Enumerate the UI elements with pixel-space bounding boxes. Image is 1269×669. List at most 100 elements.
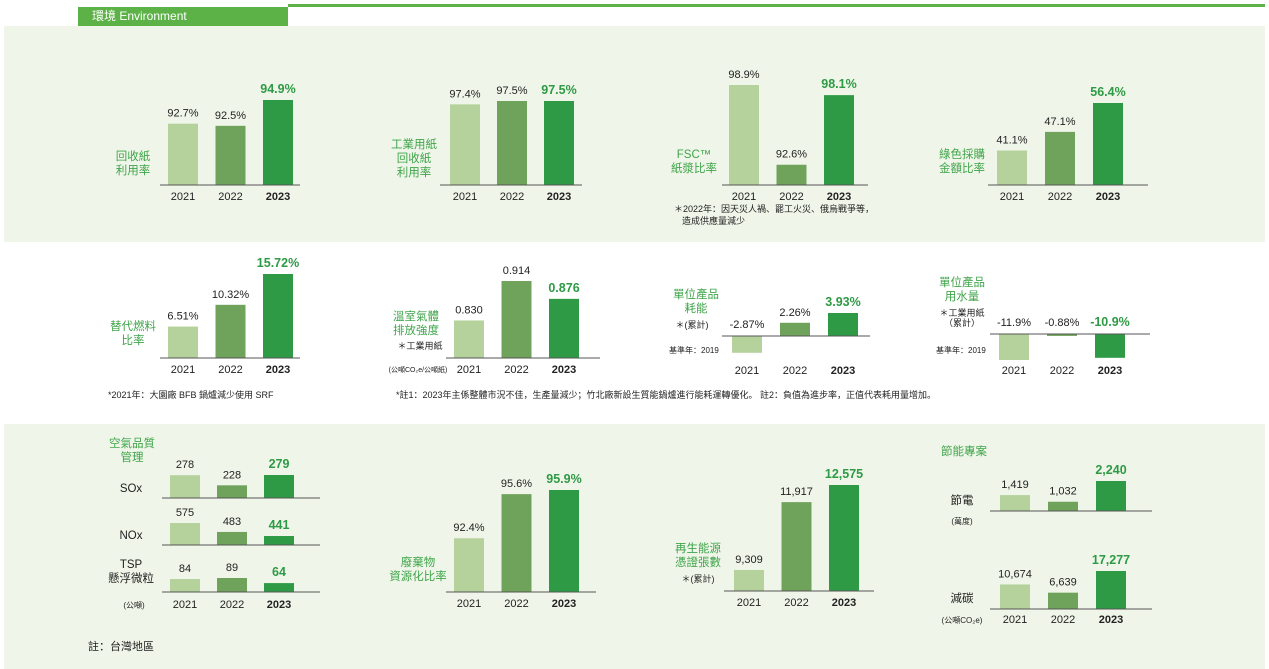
tick-label-2022: 2022 xyxy=(783,365,807,377)
value-label-2023: 95.9% xyxy=(546,472,581,486)
value-label-2022: 0.914 xyxy=(503,265,531,277)
value-label: 279 xyxy=(269,457,290,471)
chart-title: 單位產品 xyxy=(939,275,985,289)
chart-title: 利用率 xyxy=(116,163,151,177)
chart-title: 耗能 xyxy=(685,301,708,315)
value-label-2021: -2.87% xyxy=(730,319,765,331)
bar-17,277 xyxy=(1096,571,1126,609)
value-label: 2,240 xyxy=(1095,463,1126,477)
tick-label-2023: 2023 xyxy=(547,191,571,203)
chart-title: 綠色採購 xyxy=(939,147,985,161)
chart-title: 紙漿比率 xyxy=(671,161,717,175)
tick-label-2022: 2022 xyxy=(504,364,528,376)
value-label-2021: 92.4% xyxy=(453,522,484,534)
value-label: 575 xyxy=(176,507,194,519)
chart-title: 替代燃料 xyxy=(110,319,156,333)
value-label-2022: 97.5% xyxy=(496,85,527,97)
bar-279 xyxy=(264,475,294,498)
tick-label-2021: 2021 xyxy=(453,191,477,203)
page-title: 環境 Environment xyxy=(92,9,187,23)
row-2-footnote: *註1：2023年主係整體市況不佳，生產量減少；竹北廠新設生質能鍋爐進行能耗運轉… xyxy=(396,389,936,400)
series-label-nox: NOx xyxy=(120,530,143,542)
bar-2023 xyxy=(544,101,574,185)
tick-label-2022: 2022 xyxy=(1050,365,1074,377)
value-label-2021: 9,309 xyxy=(735,554,763,566)
value-label-2021: 6.51% xyxy=(167,311,198,323)
bar-2023 xyxy=(824,95,854,185)
value-label-2023: 56.4% xyxy=(1090,85,1125,99)
value-label: 483 xyxy=(223,516,241,528)
chart-title: 排放強度 xyxy=(393,323,439,337)
bar-2022 xyxy=(780,322,810,336)
value-label-2022: 10.32% xyxy=(212,289,250,301)
chart-title: 管理 xyxy=(121,450,144,464)
bar-2022 xyxy=(781,502,812,591)
value-label: 84 xyxy=(179,563,191,575)
bar-2,240 xyxy=(1096,481,1126,511)
bar-2021 xyxy=(997,150,1027,185)
bar-2023 xyxy=(828,313,858,336)
value-label-2021: 41.1% xyxy=(996,135,1027,147)
bar-483 xyxy=(217,531,247,545)
tick-label-2023: 2023 xyxy=(1098,365,1122,377)
value-label-2022: 11,917 xyxy=(780,486,813,498)
tick-label-2021: 2021 xyxy=(1000,191,1024,203)
bar-2021 xyxy=(454,320,484,358)
bar-89 xyxy=(217,578,247,592)
value-label-2022: 92.5% xyxy=(215,110,246,122)
chart-title: 溫室氣體 xyxy=(393,309,439,323)
tick-label-2021: 2021 xyxy=(171,191,195,203)
chart-title: 空氣品質 xyxy=(109,436,155,450)
bar-2023 xyxy=(1093,103,1123,185)
value-label: 1,419 xyxy=(1001,479,1029,491)
value-label: 89 xyxy=(226,562,238,574)
chart-footnote: *2021年：大園廠 BFB 鍋爐減少使用 SRF xyxy=(108,389,274,400)
bar-2021 xyxy=(168,326,198,358)
value-label-2023: -10.9% xyxy=(1090,315,1130,329)
tick-label-2023: 2023 xyxy=(266,364,290,376)
value-label-2021: 0.830 xyxy=(455,304,483,316)
tick-label-2023: 2023 xyxy=(552,364,576,376)
tick-label-2023: 2023 xyxy=(1099,614,1123,626)
chart-unit: (公噸) xyxy=(123,600,145,610)
tick-label-2023: 2023 xyxy=(267,599,291,611)
bar-1,419 xyxy=(1000,495,1030,511)
bottom-footnote: 註：台灣地區 xyxy=(88,639,154,653)
bar-2021 xyxy=(732,336,762,353)
bar-2021 xyxy=(454,538,484,592)
bar-2023 xyxy=(1095,334,1125,358)
header-rule xyxy=(288,4,1265,7)
chart-title: 廢棄物 xyxy=(401,555,436,569)
tick-label-2022: 2022 xyxy=(218,364,242,376)
tick-label-2022: 2022 xyxy=(1048,191,1072,203)
chart-title: 金額比率 xyxy=(939,161,985,175)
bar-84 xyxy=(170,579,200,592)
bar-2022 xyxy=(215,304,246,358)
chart-title: 節能專案 xyxy=(941,444,987,458)
tick-label-2022: 2022 xyxy=(779,191,803,203)
tick-label-2022: 2022 xyxy=(218,191,242,203)
value-label: 6,639 xyxy=(1049,577,1077,589)
tick-label-2023: 2023 xyxy=(827,191,851,203)
bar-2021 xyxy=(450,104,480,185)
series-unit: (公噸CO₂e) xyxy=(942,615,983,625)
bar-2021 xyxy=(168,123,198,185)
bar-6,639 xyxy=(1048,592,1078,609)
chart-unit: (公噸CO₂e/公噸紙) xyxy=(389,365,448,374)
value-label-2021: 97.4% xyxy=(449,88,480,100)
series-label-tsp: TSP xyxy=(120,559,143,571)
chart-title: 用水量 xyxy=(945,290,980,303)
value-label: 10,674 xyxy=(998,568,1032,580)
chart-title: 工業用紙 xyxy=(391,137,437,151)
value-label-2022: -0.88% xyxy=(1045,317,1080,329)
chart-note: 造成供應量減少 xyxy=(682,215,745,226)
header-tab xyxy=(78,7,288,26)
bar-228 xyxy=(217,485,247,498)
bar-2021 xyxy=(999,334,1029,360)
chart-title: 憑證張數 xyxy=(675,555,721,569)
tick-label-2021: 2021 xyxy=(457,364,481,376)
tick-label-2021: 2021 xyxy=(732,191,756,203)
tick-label-2023: 2023 xyxy=(831,365,855,377)
value-label: 278 xyxy=(176,459,194,471)
